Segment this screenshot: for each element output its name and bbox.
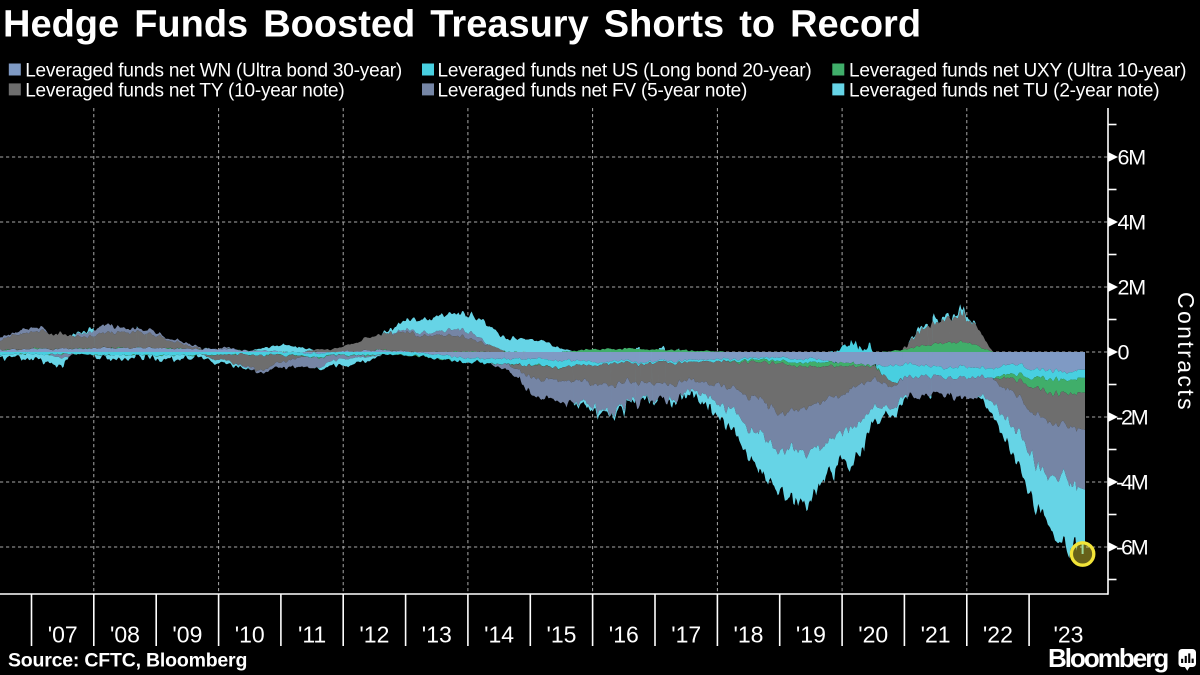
svg-text:Leveraged funds net TU (2-year: Leveraged funds net TU (2-year note)	[849, 81, 1159, 102]
svg-text:4M: 4M	[1118, 211, 1146, 235]
svg-text:2M: 2M	[1118, 276, 1146, 300]
svg-text:'14: '14	[484, 621, 514, 647]
svg-text:'15: '15	[547, 621, 577, 647]
svg-text:'10: '10	[235, 621, 265, 647]
svg-text:'12: '12	[359, 621, 389, 647]
svg-text:'11: '11	[298, 621, 326, 647]
svg-text:Leveraged funds net US (Long b: Leveraged funds net US (Long bond 20-yea…	[438, 61, 812, 82]
svg-text:'18: '18	[734, 621, 764, 647]
svg-text:-4M: -4M	[1116, 471, 1148, 495]
svg-text:Leveraged funds net UXY (Ultra: Leveraged funds net UXY (Ultra 10-year)	[849, 61, 1186, 82]
svg-text:Leveraged funds net TY (10-yea: Leveraged funds net TY (10-year note)	[25, 81, 344, 102]
svg-text:'16: '16	[609, 621, 639, 647]
svg-text:'09: '09	[172, 621, 202, 647]
svg-text:Hedge Funds Boosted Treasury S: Hedge Funds Boosted Treasury Shorts to R…	[3, 4, 921, 46]
svg-text:'22: '22	[983, 621, 1013, 647]
svg-text:'19: '19	[796, 621, 826, 647]
svg-text:6M: 6M	[1118, 146, 1146, 170]
svg-text:'20: '20	[858, 621, 888, 647]
svg-text:-6M: -6M	[1116, 536, 1148, 560]
svg-text:-2M: -2M	[1116, 406, 1148, 430]
svg-text:Leveraged funds net FV (5-year: Leveraged funds net FV (5-year note)	[438, 81, 748, 102]
svg-text:Bloomberg: Bloomberg	[1048, 643, 1168, 673]
svg-text:Source: CFTC, Bloomberg: Source: CFTC, Bloomberg	[8, 650, 247, 672]
svg-text:Contracts: Contracts	[1173, 292, 1199, 412]
svg-text:'21: '21	[921, 621, 951, 647]
svg-text:'07: '07	[48, 621, 78, 647]
svg-text:'17: '17	[671, 621, 701, 647]
svg-text:'13: '13	[422, 621, 452, 647]
svg-text:'08: '08	[110, 621, 140, 647]
svg-text:Leveraged funds net WN (Ultra: Leveraged funds net WN (Ultra bond 30-ye…	[25, 61, 402, 82]
svg-text:'23: '23	[1054, 621, 1084, 647]
svg-text:0: 0	[1118, 341, 1130, 365]
